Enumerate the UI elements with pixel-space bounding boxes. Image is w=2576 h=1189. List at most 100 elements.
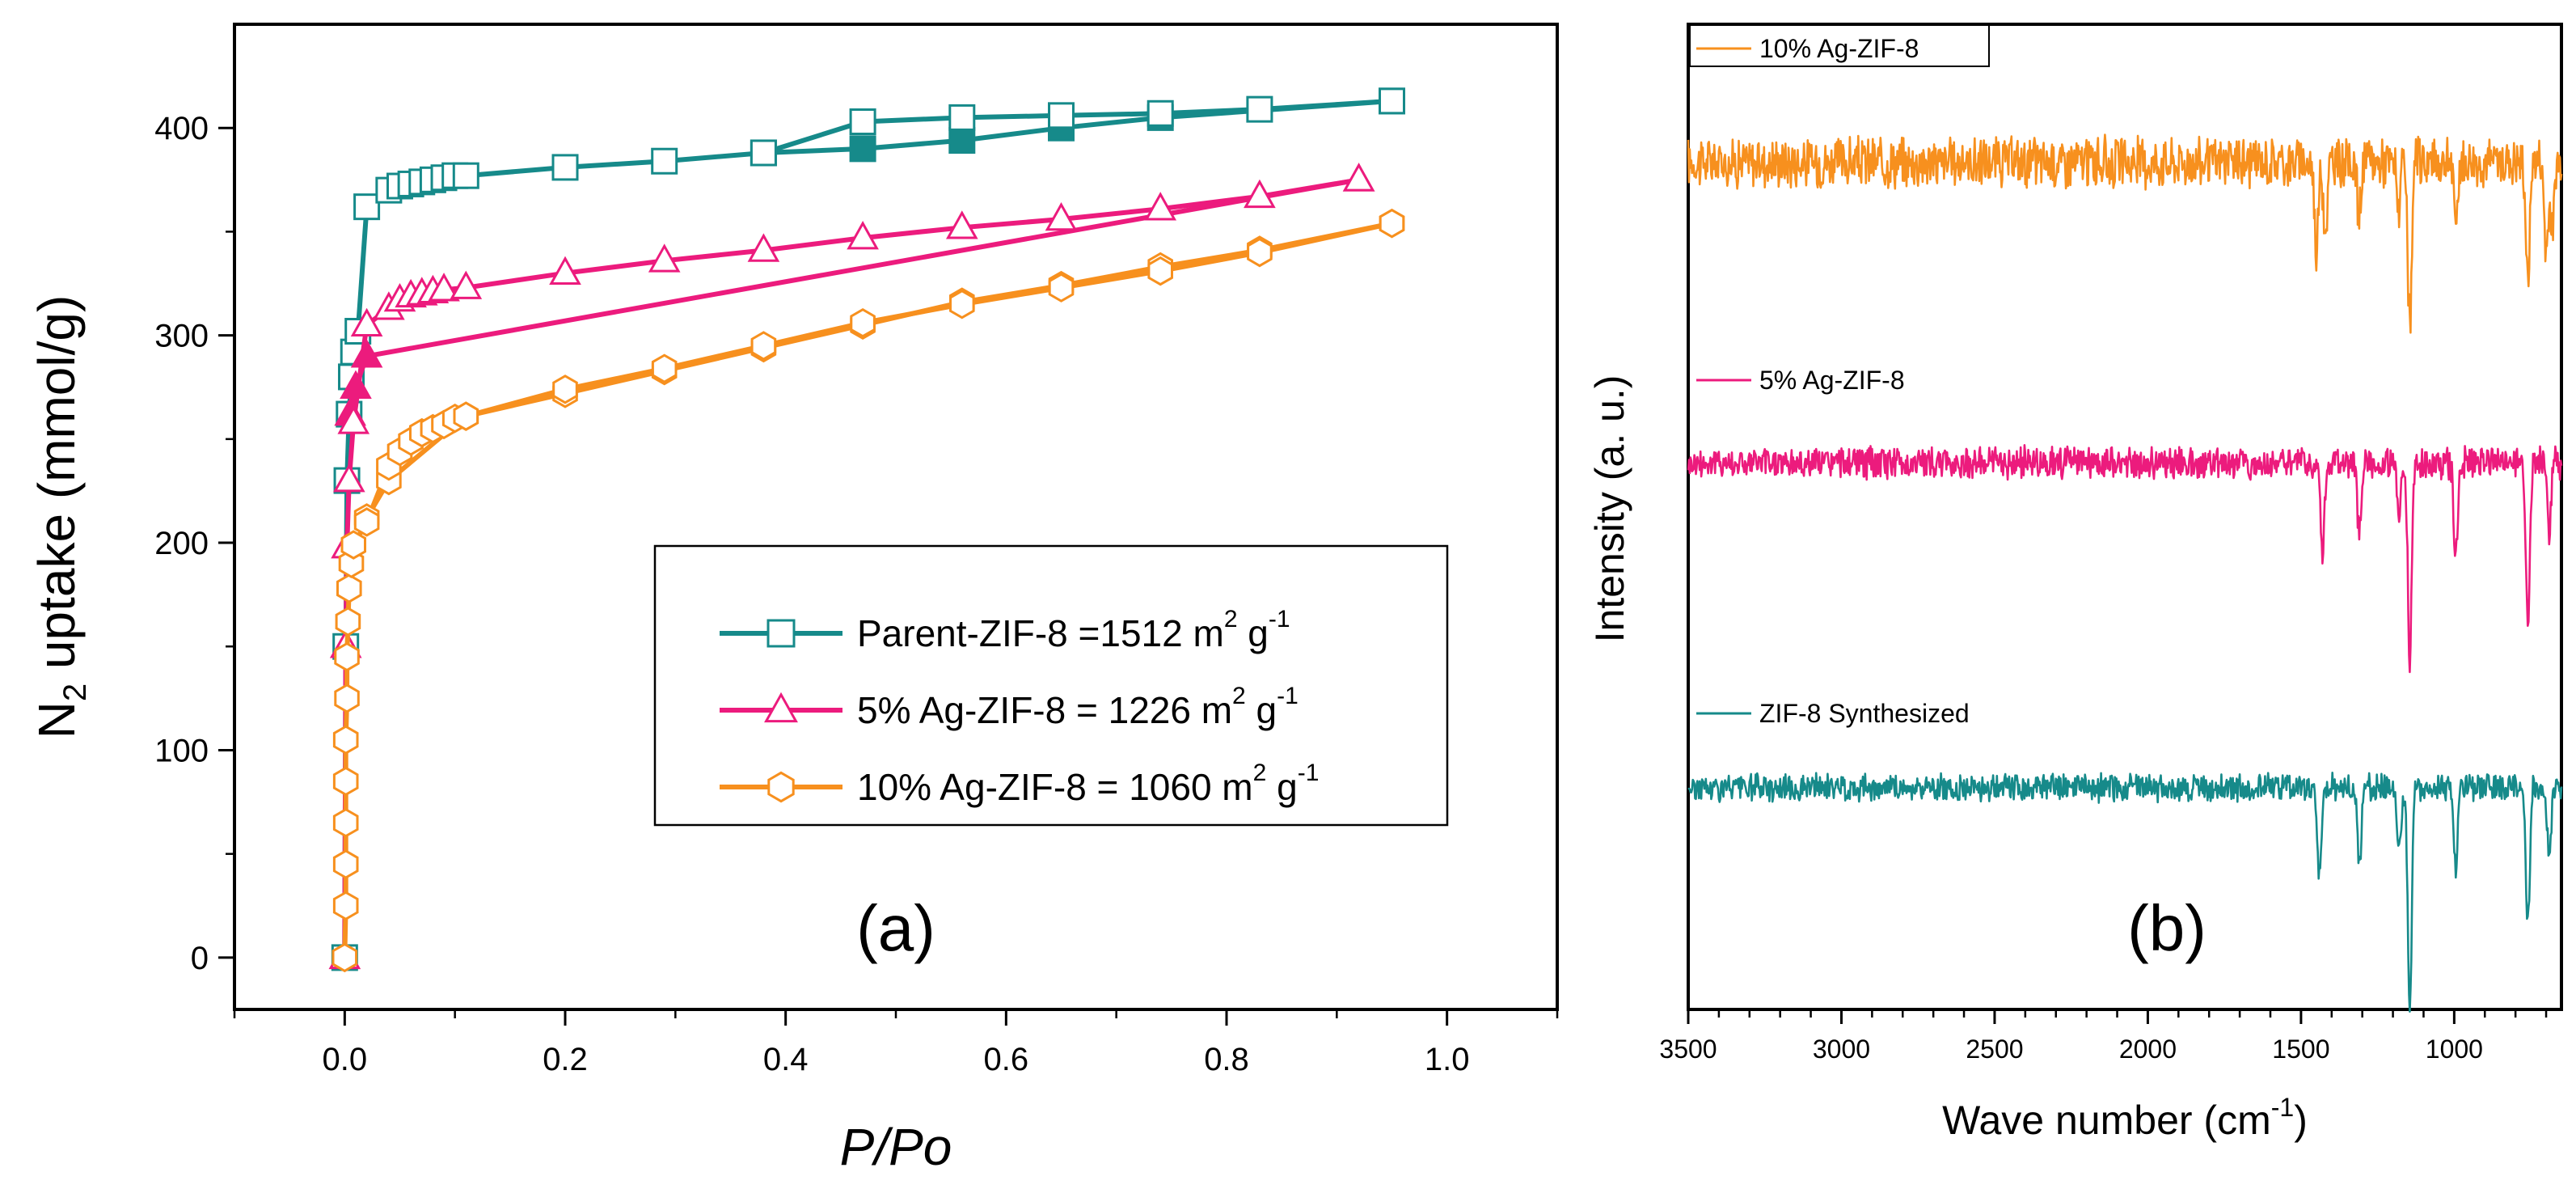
panel-a-isotherm-chart: 0.0 0.2 0.4 0.6 0.8 1.0 0 100 200 300 400 Parent-Z… [27, 23, 1559, 1176]
panel-b-y-axis-label: Intensity (a. u.) [1587, 375, 1632, 643]
data-point-hexagon [332, 891, 359, 921]
panel-b-legends: 10% Ag-ZIF-8 5% Ag-ZIF-8 ZIF-8 Synthesized [1689, 23, 1990, 728]
data-point-triangle [1144, 192, 1177, 221]
panel-b-ftir-chart: 3500 3000 2500 2000 1500 1000 10% Ag-ZIF-8 5% … [1587, 23, 2563, 1143]
data-point-triangle [340, 370, 372, 399]
data-point-triangle [428, 273, 460, 302]
data-point-hexagon [334, 641, 360, 672]
data-point-hexagon [1048, 273, 1075, 303]
panel-a-y-axis-label: N2 uptake (mmol/g) [27, 295, 93, 739]
ftir-legend-entry: 10% Ag-ZIF-8 [1689, 23, 1990, 67]
y-tick-label-a: 400 [154, 111, 209, 146]
data-point-square [750, 139, 777, 167]
legend-label-sup: -1 [1298, 760, 1320, 786]
data-point-triangle [337, 405, 370, 434]
data-point-hexagon [552, 374, 578, 404]
data-point-square [452, 162, 479, 189]
data-point-hexagon [332, 725, 359, 755]
data-point-triangle [332, 463, 365, 493]
y-tick-label-a: 300 [154, 319, 209, 354]
desorption-line [348, 177, 1360, 415]
legend-label-text: 5% Ag-ZIF-8 = 1226 m [857, 689, 1232, 731]
legend-label: 10% Ag-ZIF-8 = 1060 m2 g-1 [857, 760, 1319, 808]
ftir-legend-label: ZIF-8 Synthesized [1759, 699, 1970, 728]
x-tick-label-b: 3000 [1813, 1035, 1870, 1064]
data-point-square [1379, 87, 1405, 115]
data-point-hexagon [750, 331, 777, 361]
legend-label-unit: g [1266, 766, 1297, 808]
series-5-ag-zif-8 [328, 163, 1375, 970]
data-point-hexagon [340, 530, 366, 560]
data-point-square [849, 108, 876, 136]
legend-label-sup: 2 [1253, 760, 1267, 786]
data-point-hexagon [332, 942, 358, 973]
x-label-superscript: -1 [2271, 1093, 2294, 1122]
x-tick-label-a: 0.2 [543, 1042, 588, 1077]
ftir-legend-entry: 5% Ag-ZIF-8 [1696, 366, 1905, 395]
legend-label-sup: 2 [1232, 683, 1246, 709]
data-point-triangle [1244, 179, 1276, 209]
data-point-square [948, 127, 976, 154]
data-point-hexagon [453, 401, 479, 431]
ftir-legend-entry: ZIF-8 Synthesized [1696, 699, 1970, 728]
panel-a-x-axis-label: P/Po [840, 1118, 952, 1176]
panel-b-plot-frame [1687, 23, 2563, 1011]
x-tick-label-a: 1.0 [1425, 1042, 1470, 1077]
data-point-triangle [350, 339, 383, 368]
data-point-square [651, 147, 678, 175]
y-tick-label-a: 100 [154, 733, 209, 768]
data-point-hexagon [850, 307, 876, 338]
data-point-triangle [764, 692, 798, 723]
ftir-trace-2 [1687, 443, 2563, 674]
panel-a-axis-ticks: 0.0 0.2 0.4 0.6 0.8 1.0 0 100 200 300 400 [154, 111, 1559, 1077]
series-10-ag-zif-8 [332, 208, 1405, 973]
data-point-hexagon [336, 573, 362, 603]
data-point-hexagon [651, 353, 678, 383]
legend-entry: 10% Ag-ZIF-8 = 1060 m2 g-1 [720, 760, 1319, 808]
legend-label-sup: -1 [1277, 683, 1299, 709]
legend-label-sup: -1 [1269, 606, 1290, 633]
data-point-hexagon [1147, 256, 1173, 286]
legend-label-text: 10% Ag-ZIF-8 = 1060 m [857, 766, 1253, 808]
x-tick-label-a: 0.6 [984, 1042, 1029, 1077]
panel-b-axis-ticks: 3500 3000 2500 2000 1500 1000 [1659, 1009, 2548, 1064]
y-label-subscript: 2 [57, 683, 93, 701]
x-tick-label-a: 0.0 [323, 1042, 368, 1077]
data-point-hexagon [335, 607, 361, 637]
data-point-square [948, 104, 976, 131]
x-tick-label-b: 2500 [1966, 1035, 2023, 1064]
ftir-trace-3 [1687, 771, 2563, 1013]
legend-label-sup: 2 [1224, 606, 1238, 633]
adsorption-line [342, 98, 1392, 958]
legend-entry: Parent-ZIF-8 =1512 m2 g-1 [720, 606, 1290, 654]
x-tick-label-b: 3500 [1659, 1035, 1717, 1064]
data-point-square [551, 154, 579, 181]
x-tick-label-b: 1500 [2272, 1035, 2329, 1064]
x-tick-label-a: 0.8 [1204, 1042, 1249, 1077]
data-point-hexagon [767, 771, 795, 803]
data-point-square [766, 619, 796, 648]
y-label-n: N [27, 701, 86, 738]
legend-label-text: Parent-ZIF-8 =1512 m [857, 612, 1224, 654]
data-point-square [1147, 99, 1174, 127]
ftir-legend-label: 5% Ag-ZIF-8 [1759, 366, 1905, 395]
data-point-square [849, 135, 876, 163]
data-point-triangle [747, 233, 780, 262]
data-point-triangle [1342, 163, 1375, 192]
x-tick-label-b: 2000 [2119, 1035, 2177, 1064]
ftir-trace-1 [1687, 133, 2563, 334]
panel-a-legend: Parent-ZIF-8 =1512 m2 g-15% Ag-ZIF-8 = 1… [653, 544, 1449, 827]
x-label-prefix: Wave number (cm [1942, 1098, 2271, 1143]
panel-a-label: (a) [856, 892, 935, 964]
x-tick-label-b: 1000 [2426, 1035, 2483, 1064]
data-point-triangle [350, 307, 383, 337]
data-point-triangle [945, 210, 978, 239]
legend-entry: 5% Ag-ZIF-8 = 1226 m2 g-1 [720, 683, 1299, 731]
data-point-hexagon [1379, 208, 1405, 239]
series-parent-zif-8 [331, 87, 1405, 971]
data-point-triangle [549, 256, 581, 285]
data-point-square [1246, 95, 1273, 123]
data-point-hexagon [332, 807, 359, 838]
data-point-triangle [450, 270, 483, 299]
data-point-triangle [847, 221, 879, 250]
